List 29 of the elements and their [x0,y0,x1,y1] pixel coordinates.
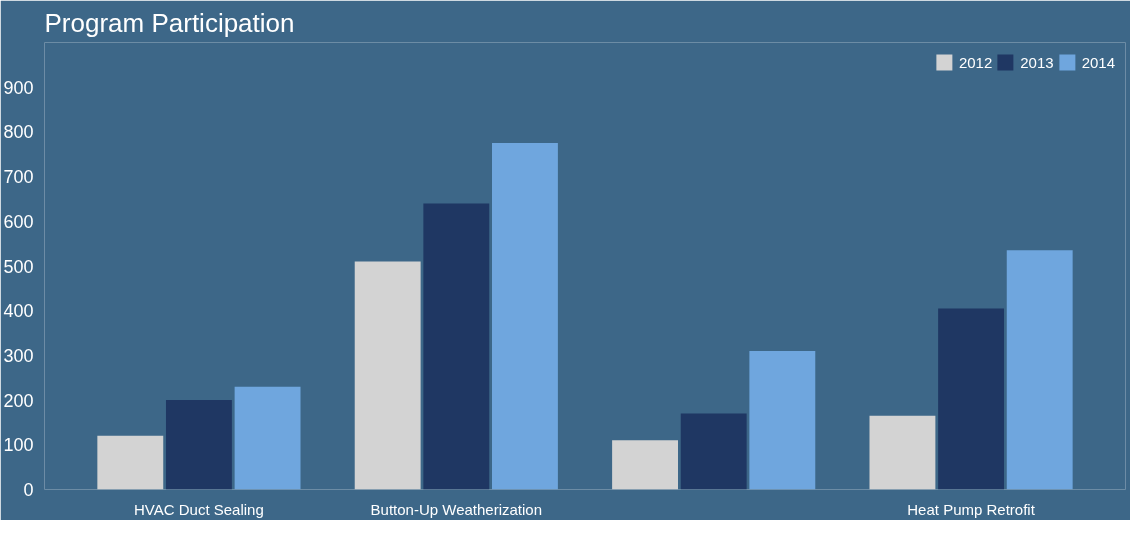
y-tick-label: 400 [3,301,34,322]
bar [749,350,816,490]
y-tick-label: 0 [23,480,34,500]
y-tick-label: 700 [3,167,34,188]
bar [1006,250,1073,490]
x-tick-label: HVAC Duct Sealing [134,500,264,518]
legend-label: 2012 [958,53,993,71]
bar [97,435,164,490]
bar [423,203,490,490]
x-tick-label: Button-Up Weatherization [370,500,543,518]
bar [234,386,301,490]
x-tick-label: Heat Pump Retrofit [907,500,1036,518]
y-tick-label: 100 [3,435,34,456]
bar [165,400,232,490]
y-tick-label: 200 [3,390,34,411]
y-tick-label: 800 [3,122,34,143]
bar [869,415,936,490]
y-tick-label: 600 [3,211,34,232]
bar [492,143,558,490]
chart-title: Program Participation [44,7,295,38]
bar [612,440,678,490]
bar [938,308,1005,490]
y-tick-label: 300 [3,345,34,366]
bar [680,413,747,490]
legend-label: 2013 [1020,53,1054,71]
bar [354,261,421,490]
y-tick-label: 500 [3,256,34,277]
y-tick-label: 900 [3,77,34,98]
legend-label: 2014 [1081,53,1115,71]
